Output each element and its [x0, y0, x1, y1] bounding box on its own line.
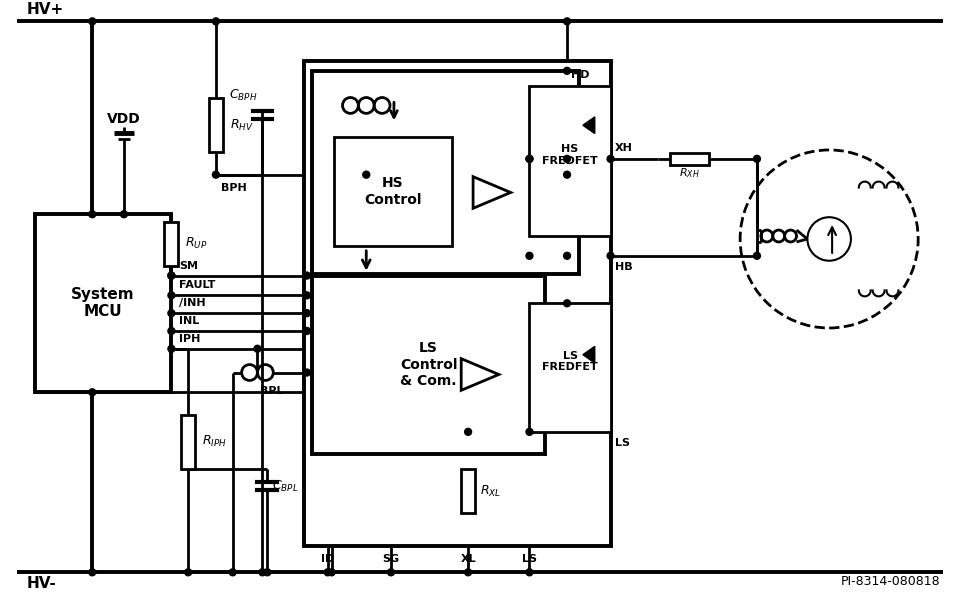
Text: FAULT: FAULT: [180, 280, 216, 290]
Text: $R_{HV}$: $R_{HV}$: [229, 118, 253, 133]
Text: $R_{UP}$: $R_{UP}$: [185, 236, 207, 251]
Bar: [164, 222, 179, 266]
Text: INL: INL: [180, 316, 200, 326]
Text: HS
FREDFET: HS FREDFET: [542, 144, 598, 166]
Text: BPL: BPL: [260, 386, 284, 397]
Text: VDD: VDD: [108, 112, 141, 126]
Circle shape: [564, 300, 570, 307]
Circle shape: [89, 18, 96, 25]
Circle shape: [168, 272, 175, 279]
Circle shape: [89, 389, 96, 396]
Circle shape: [89, 569, 96, 576]
Circle shape: [303, 310, 310, 317]
Text: XH: XH: [614, 143, 633, 153]
Text: /INH: /INH: [180, 298, 206, 308]
Text: $C_{BPL}$: $C_{BPL}$: [273, 479, 299, 494]
Circle shape: [303, 272, 310, 279]
Circle shape: [120, 211, 128, 218]
Text: HD: HD: [571, 70, 589, 80]
Text: LS
FREDFET: LS FREDFET: [542, 351, 598, 373]
Circle shape: [526, 155, 533, 163]
Text: HB: HB: [614, 262, 632, 272]
Circle shape: [564, 253, 570, 259]
Circle shape: [564, 67, 570, 74]
Bar: [312, 71, 579, 274]
Text: LS: LS: [614, 438, 630, 448]
Circle shape: [254, 346, 261, 352]
Circle shape: [212, 18, 220, 25]
Circle shape: [526, 155, 533, 163]
Circle shape: [168, 272, 175, 279]
Text: IPH: IPH: [180, 334, 201, 344]
Circle shape: [168, 346, 175, 352]
Text: HV-: HV-: [27, 576, 57, 591]
Circle shape: [264, 569, 271, 576]
Circle shape: [303, 328, 310, 334]
Circle shape: [388, 569, 395, 576]
Circle shape: [754, 253, 760, 259]
Bar: [181, 415, 195, 469]
Text: ID: ID: [321, 554, 334, 563]
Text: $R_{XL}$: $R_{XL}$: [480, 484, 501, 499]
Bar: [670, 153, 709, 165]
Circle shape: [229, 569, 236, 576]
Text: XL: XL: [460, 554, 476, 563]
Text: System
MCU: System MCU: [71, 287, 135, 319]
Text: SG: SG: [382, 554, 399, 563]
Circle shape: [564, 155, 570, 163]
Circle shape: [89, 211, 96, 218]
Text: LS
Control
& Com.: LS Control & Com.: [399, 341, 457, 388]
Circle shape: [465, 428, 471, 436]
Circle shape: [168, 310, 175, 317]
Circle shape: [259, 569, 266, 576]
Circle shape: [607, 253, 614, 259]
Text: LS: LS: [522, 554, 537, 563]
Bar: [530, 86, 611, 236]
Text: SM: SM: [180, 260, 199, 271]
Text: $R_{XH}$: $R_{XH}$: [680, 166, 700, 179]
Text: $C_{BPH}$: $C_{BPH}$: [229, 88, 257, 103]
Circle shape: [564, 18, 570, 25]
Circle shape: [465, 569, 471, 576]
Bar: [461, 469, 475, 513]
Text: HV+: HV+: [27, 2, 64, 17]
Bar: [530, 303, 611, 432]
Circle shape: [168, 292, 175, 299]
Text: HS
Control: HS Control: [364, 176, 421, 206]
Circle shape: [526, 428, 533, 436]
Text: PI-8314-080818: PI-8314-080818: [840, 575, 940, 588]
Polygon shape: [583, 117, 595, 134]
Circle shape: [363, 171, 370, 178]
Bar: [209, 98, 223, 152]
Circle shape: [212, 171, 220, 178]
Circle shape: [607, 155, 614, 163]
Circle shape: [303, 369, 310, 376]
Bar: [304, 61, 611, 545]
Circle shape: [328, 569, 335, 576]
Circle shape: [526, 569, 533, 576]
Circle shape: [754, 155, 760, 163]
Bar: [312, 275, 545, 454]
Bar: [334, 137, 452, 246]
Text: BPH: BPH: [221, 182, 247, 193]
Circle shape: [526, 253, 533, 259]
Bar: [35, 214, 172, 392]
Polygon shape: [583, 346, 595, 363]
Circle shape: [168, 328, 175, 334]
Circle shape: [184, 569, 192, 576]
Circle shape: [324, 569, 331, 576]
Text: $R_{IPH}$: $R_{IPH}$: [202, 434, 227, 449]
Circle shape: [303, 292, 310, 299]
Circle shape: [564, 171, 570, 178]
